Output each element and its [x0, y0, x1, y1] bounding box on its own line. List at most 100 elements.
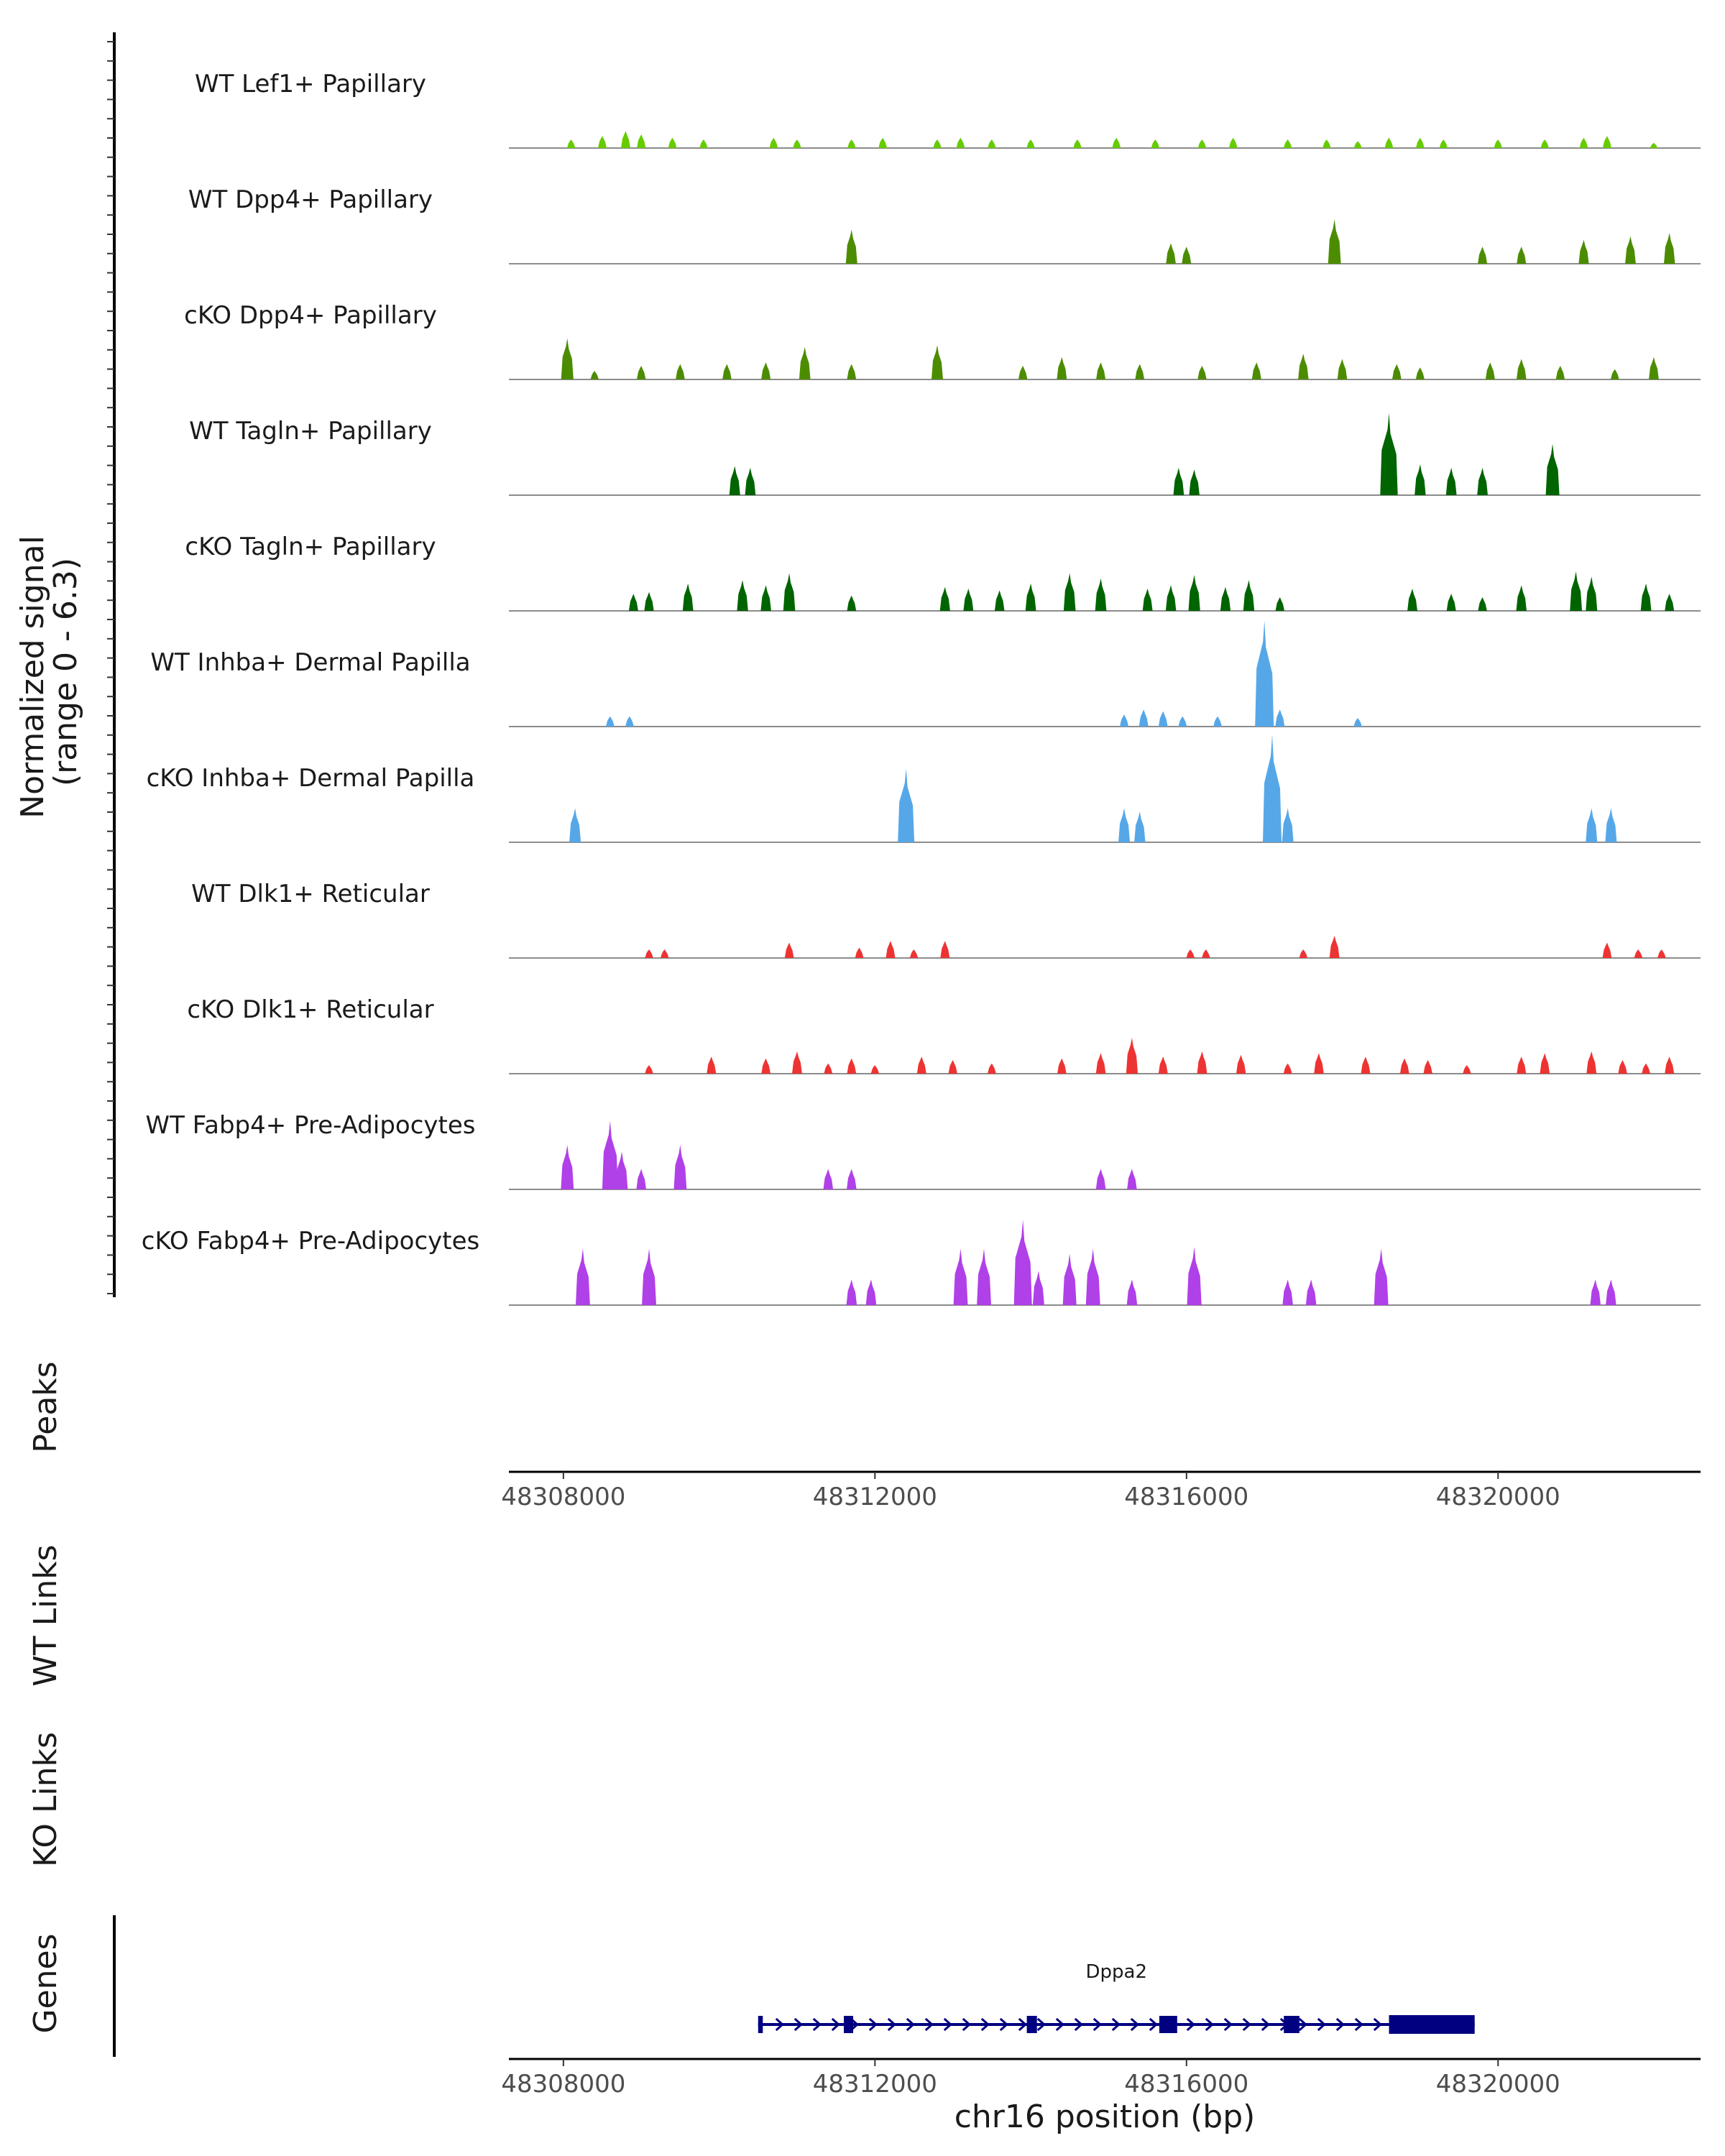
coverage-peak — [1649, 357, 1659, 379]
coverage-peak — [1275, 709, 1285, 727]
wt-links-track-label: WT Links — [27, 1544, 64, 1686]
coverage-peak — [1478, 247, 1488, 264]
coverage-peak — [1189, 469, 1200, 495]
y-axis-title-line-2: (range 0 - 6.3) — [47, 558, 84, 786]
coverage-peak — [1445, 467, 1457, 495]
coverage-peak — [1073, 139, 1082, 148]
coverage-peak — [847, 139, 856, 148]
coverage-peak — [1220, 586, 1231, 611]
coverage-peak — [1187, 1247, 1202, 1305]
coverage-peak — [707, 1056, 717, 1074]
coverage-peak — [1416, 137, 1425, 148]
coverage-peak — [1314, 1053, 1324, 1074]
coverage-peak — [1407, 589, 1417, 611]
track-label: WT Dpp4+ Papillary — [188, 185, 433, 214]
strand-arrow — [1111, 2017, 1121, 2032]
x-tick-label: 48316000 — [1124, 1483, 1248, 1511]
coverage-peak — [1025, 583, 1036, 611]
coverage-peak — [1665, 594, 1675, 611]
track-label: cKO Inhba+ Dermal Papilla — [147, 764, 475, 793]
coverage-peak — [1540, 139, 1549, 148]
strand-arrow — [1055, 2017, 1065, 2032]
coverage-peak — [1255, 620, 1274, 727]
coverage-peak — [1640, 583, 1652, 611]
coverage-peak — [699, 139, 708, 148]
coverage-peak — [994, 590, 1005, 611]
coverage-peak — [615, 1151, 628, 1189]
strand-arrow — [924, 2017, 934, 2032]
coverage-peak — [1414, 464, 1426, 495]
coverage-peak — [865, 1279, 877, 1305]
track-wt-dlk1-reticular: WT Dlk1+ Reticular — [191, 880, 1701, 959]
coverage-peak — [1579, 137, 1588, 148]
coverage-peak — [1618, 1060, 1627, 1074]
coverage-peak — [855, 947, 864, 958]
strand-arrow — [980, 2017, 990, 2032]
coverage-peak — [956, 137, 965, 148]
track-wt-tagln-papillary: WT Tagln+ Papillary — [189, 413, 1701, 496]
coverage-peak — [1540, 1053, 1550, 1074]
coverage-peak — [1586, 808, 1598, 842]
coverage-peak — [1275, 597, 1284, 611]
coverage-peak — [576, 1248, 590, 1305]
x-tick-label: 48316000 — [1124, 2070, 1248, 2099]
strand-arrow — [775, 2017, 785, 2032]
coverage-peak — [642, 1248, 656, 1305]
x-tick-label: 48312000 — [813, 2070, 937, 2099]
coverage-peak — [1439, 139, 1448, 148]
coverage-peak — [1586, 576, 1598, 611]
strand-arrow — [1335, 2017, 1346, 2032]
coverage-peak — [1605, 808, 1617, 842]
coverage-peak — [792, 1051, 802, 1074]
coverage-peak — [933, 139, 942, 148]
coverage-peak — [729, 466, 740, 495]
coverage-peak — [606, 716, 615, 727]
track-wt-fabp4-pre-adipocytes: WT Fabp4+ Pre-Adipocytes — [146, 1111, 1701, 1190]
signal-y-axis — [107, 32, 116, 1297]
strand-arrow — [1223, 2017, 1233, 2032]
coverage-peak — [963, 589, 974, 611]
coverage-peak — [1570, 571, 1583, 611]
ko-links-track-label: KO Links — [27, 1732, 64, 1867]
coverage-peak — [590, 371, 599, 379]
coverage-peak — [769, 137, 778, 148]
coverage-peak — [1095, 1169, 1106, 1189]
coverage-peak — [870, 1065, 880, 1074]
coverage-peak — [1013, 1220, 1032, 1305]
coverage-peak — [1642, 1063, 1650, 1074]
coverage-peak — [953, 1248, 968, 1305]
coverage-peak — [898, 768, 915, 842]
track-cko-dlk1-reticular: cKO Dlk1+ Reticular — [187, 995, 1701, 1074]
coverage-peak — [1283, 1063, 1292, 1074]
strand-arrow — [1373, 2017, 1383, 2032]
track-wt-dpp4-papillary: WT Dpp4+ Papillary — [188, 185, 1701, 264]
coverage-peak — [682, 583, 694, 611]
coverage-peak — [1478, 597, 1487, 611]
coverage-peak — [760, 585, 771, 611]
strand-arrow — [1186, 2017, 1196, 2032]
strand-arrow — [868, 2017, 878, 2032]
genes-track-label: Genes — [27, 1933, 64, 2033]
coverage-peak — [1494, 139, 1502, 148]
strand-arrow — [1130, 2017, 1140, 2032]
coverage-peak — [1197, 366, 1207, 379]
strand-arrow — [906, 2017, 916, 2032]
track-wt-lef1-papillary: WT Lef1+ Papillary — [195, 70, 1701, 149]
coverage-peak — [1032, 1271, 1044, 1305]
track-label: WT Lef1+ Papillary — [195, 70, 426, 98]
coverage-peak — [1602, 942, 1612, 958]
coverage-peak — [784, 942, 794, 958]
coverage-peak — [846, 1279, 857, 1305]
coverage-peak — [1178, 716, 1187, 727]
coverage-peak — [1282, 808, 1294, 842]
coverage-peak — [1134, 811, 1146, 842]
peaks-x-ticks: 48308000 48312000 48316000 48320000 — [501, 1472, 1560, 1511]
gene-exon — [1026, 2016, 1037, 2033]
coverage-peak — [673, 1145, 687, 1189]
track-label: cKO Dpp4+ Papillary — [184, 301, 437, 330]
coverage-peak — [1664, 233, 1675, 264]
coverage-peak — [1120, 714, 1129, 727]
coverage-peak — [909, 949, 919, 958]
coverage-peak — [1446, 594, 1456, 611]
